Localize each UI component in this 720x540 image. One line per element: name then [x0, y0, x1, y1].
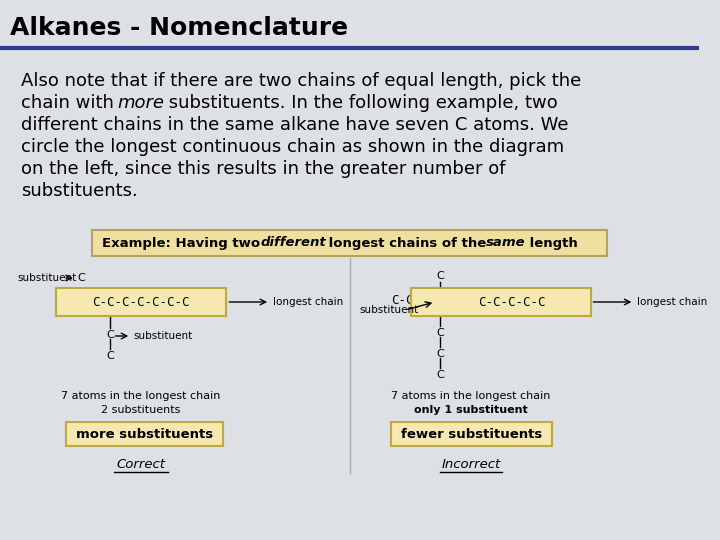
Text: on the left, since this results in the greater number of: on the left, since this results in the g… [22, 160, 506, 178]
Text: C: C [436, 370, 444, 380]
Text: C: C [436, 328, 444, 338]
Text: C-C-C-C-C: C-C-C-C-C [479, 295, 546, 308]
Text: only 1 substituent: only 1 substituent [414, 405, 528, 415]
Text: substituents.: substituents. [22, 182, 138, 200]
Text: different chains in the same alkane have seven C atoms. We: different chains in the same alkane have… [22, 116, 569, 134]
Text: 7 atoms in the longest chain: 7 atoms in the longest chain [61, 391, 220, 401]
Text: length: length [524, 237, 577, 249]
Text: more substituents: more substituents [76, 428, 213, 441]
Text: more: more [117, 94, 164, 112]
Text: C: C [78, 273, 86, 283]
Text: C-C: C-C [392, 294, 414, 307]
Text: fewer substituents: fewer substituents [401, 428, 542, 441]
FancyBboxPatch shape [411, 288, 590, 316]
Text: longest chains of the: longest chains of the [324, 237, 491, 249]
Text: longest chain: longest chain [273, 297, 343, 307]
Text: Correct: Correct [117, 457, 166, 470]
Text: longest chain: longest chain [637, 297, 708, 307]
Text: substituent: substituent [133, 331, 192, 341]
FancyBboxPatch shape [92, 230, 607, 256]
FancyBboxPatch shape [66, 422, 223, 446]
Text: C: C [106, 351, 114, 361]
Text: substituents. In the following example, two: substituents. In the following example, … [163, 94, 557, 112]
Text: substituent: substituent [17, 273, 77, 283]
Text: Alkanes - Nomenclature: Alkanes - Nomenclature [9, 16, 348, 40]
FancyBboxPatch shape [392, 422, 552, 446]
Text: Example: Having two: Example: Having two [102, 237, 265, 249]
Text: 2 substituents: 2 substituents [101, 405, 181, 415]
Text: substituent: substituent [359, 305, 418, 315]
FancyBboxPatch shape [56, 288, 226, 316]
Text: Incorrect: Incorrect [441, 457, 500, 470]
Text: different: different [260, 237, 326, 249]
Text: chain with: chain with [22, 94, 120, 112]
Text: 7 atoms in the longest chain: 7 atoms in the longest chain [392, 391, 551, 401]
Text: circle the longest continuous chain as shown in the diagram: circle the longest continuous chain as s… [22, 138, 564, 156]
Text: same: same [486, 237, 526, 249]
Text: C: C [106, 330, 114, 340]
Text: C-C-C-C-C-C-C: C-C-C-C-C-C-C [93, 295, 190, 308]
Text: C: C [436, 349, 444, 359]
Text: Also note that if there are two chains of equal length, pick the: Also note that if there are two chains o… [22, 72, 582, 90]
Text: C: C [436, 271, 444, 281]
